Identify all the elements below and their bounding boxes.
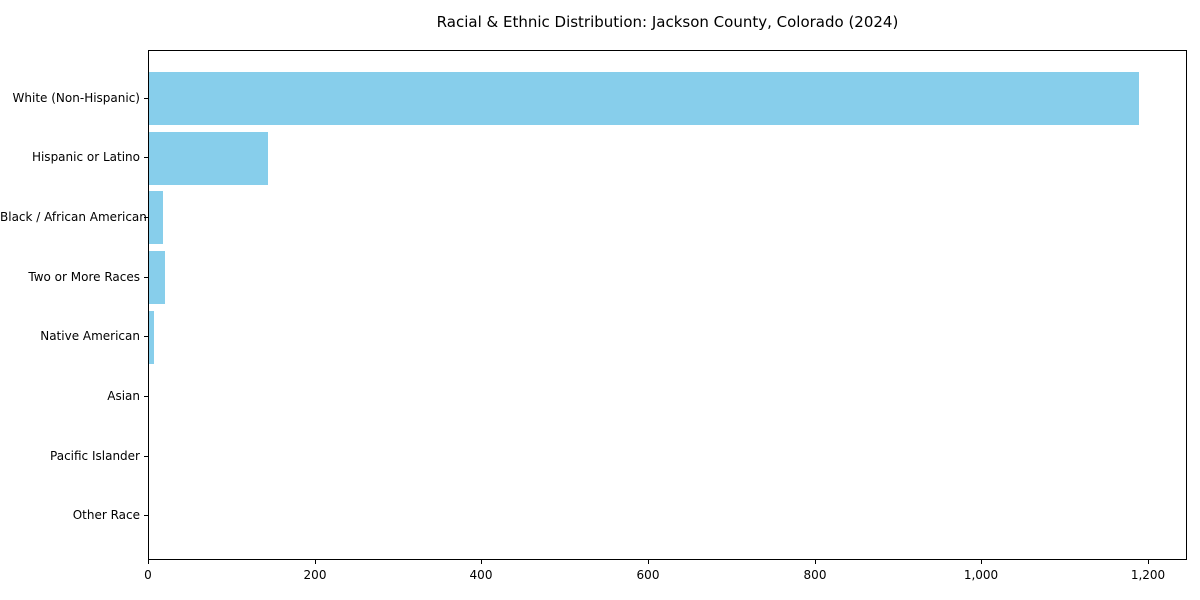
bar-hispanic-or-latino	[149, 131, 268, 185]
y-tick-mark	[144, 396, 148, 397]
chart-title: Racial & Ethnic Distribution: Jackson Co…	[436, 13, 899, 31]
y-tick-mark	[144, 216, 148, 218]
bar-two-or-more-races	[149, 251, 165, 305]
y-tick-mark	[144, 455, 148, 457]
y-axis-label: Asian	[107, 389, 140, 403]
x-tick-label: 0	[144, 568, 152, 582]
x-tick-label: 600	[636, 568, 660, 582]
y-tick-mark	[144, 336, 148, 338]
x-tick-label: 1,000	[963, 568, 999, 582]
x-tick-mark	[815, 560, 816, 564]
x-tick-label: 400	[469, 568, 493, 582]
y-axis-label: Native American	[40, 329, 140, 344]
y-axis-label: Hispanic or Latino	[31, 150, 140, 165]
x-tick-label: 200	[303, 568, 327, 582]
bar-native-american	[149, 310, 154, 364]
x-tick-mark	[481, 560, 482, 564]
y-tick-mark	[144, 276, 148, 278]
y-tick-mark	[144, 97, 148, 99]
y-axis-label: Black / African American	[0, 209, 147, 224]
y-axis-label: White (Non-Hispanic)	[12, 90, 140, 105]
x-tick-mark	[148, 560, 149, 564]
bar-white-non-hispanic	[149, 72, 1139, 125]
x-tick-mark	[315, 560, 316, 564]
x-tick-label: 1,200	[1130, 568, 1166, 582]
bar-black-african-american	[149, 191, 163, 245]
y-tick-mark	[144, 515, 148, 517]
plot-area	[148, 50, 1187, 560]
x-tick-label: 800	[803, 568, 827, 582]
x-tick-mark	[981, 560, 982, 564]
x-tick-mark	[1148, 560, 1149, 564]
y-tick-mark	[144, 157, 148, 159]
y-axis-label: Pacific Islander	[50, 448, 140, 463]
y-axis-label: Other Race	[72, 508, 140, 523]
x-tick-mark	[648, 560, 649, 564]
y-axis-label: Two or More Races	[28, 269, 140, 284]
